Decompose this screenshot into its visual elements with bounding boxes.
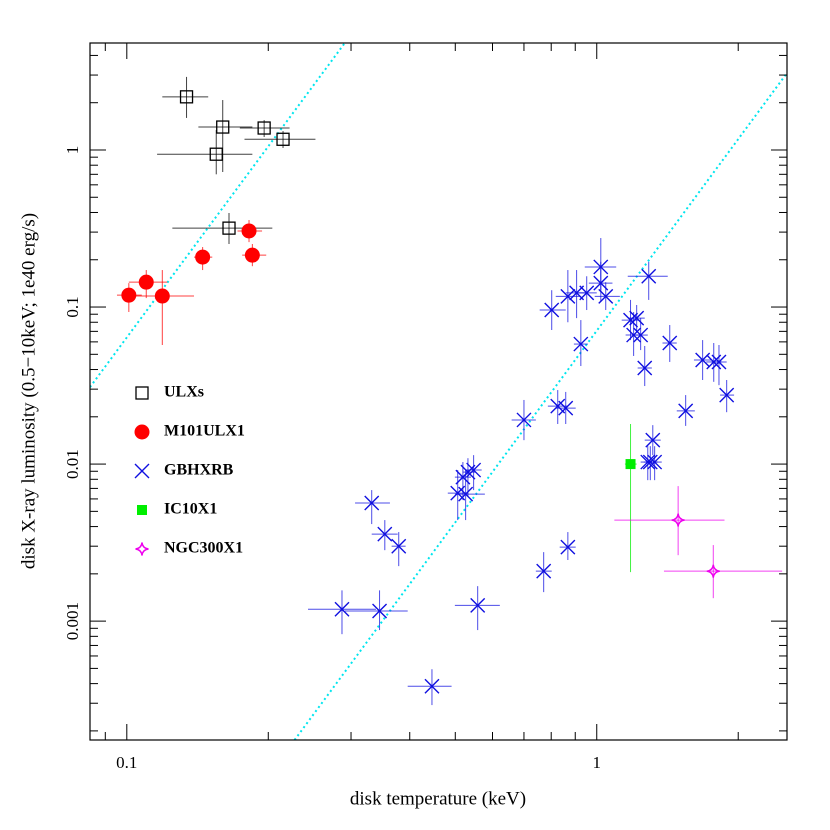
point — [257, 121, 271, 135]
model-line — [293, 72, 787, 740]
y-tick-label: 0.1 — [63, 296, 82, 317]
point — [706, 354, 722, 370]
point — [536, 563, 552, 579]
point — [711, 354, 727, 370]
legend-marker — [135, 386, 149, 400]
legend: ULXs M101ULX1 GBHXRB IC10X1 NGC300X1 — [134, 384, 245, 557]
legend-label: IC10X1 — [164, 501, 217, 518]
x-tick-label: 1 — [592, 753, 601, 772]
point — [241, 223, 257, 239]
point — [719, 387, 735, 403]
legend-marker — [134, 463, 150, 479]
point — [377, 526, 393, 542]
legend-label: M101ULX1 — [164, 423, 245, 440]
point — [678, 403, 694, 419]
point — [334, 601, 350, 617]
point — [640, 454, 656, 470]
point — [391, 538, 407, 554]
point — [633, 327, 649, 343]
point — [560, 539, 576, 555]
legend-marker — [137, 505, 147, 515]
point — [516, 412, 532, 428]
point — [466, 462, 482, 478]
legend-marker — [135, 542, 149, 556]
point — [372, 603, 388, 619]
point — [623, 312, 639, 328]
point — [470, 597, 486, 613]
point — [598, 288, 614, 304]
point — [195, 249, 211, 265]
y-tick-label: 1 — [63, 146, 82, 155]
point — [637, 360, 653, 376]
point — [671, 513, 685, 527]
point — [647, 454, 663, 470]
point — [642, 454, 658, 470]
point — [641, 268, 657, 284]
point — [222, 221, 236, 235]
point — [579, 285, 595, 301]
point — [364, 495, 380, 511]
point — [706, 564, 720, 578]
point — [625, 459, 636, 470]
point — [645, 432, 661, 448]
y-tick-label: 0.001 — [63, 602, 82, 640]
point — [573, 336, 589, 352]
point — [179, 90, 194, 104]
point — [593, 259, 609, 275]
x-tick-label: 0.1 — [116, 753, 137, 772]
point — [662, 335, 678, 351]
point — [560, 288, 576, 304]
model-line — [90, 43, 346, 388]
point — [626, 327, 642, 343]
y-axis-title: disk X-ray luminosity (0.5−10keV; 1e40 e… — [18, 213, 39, 569]
legend-label: ULXs — [164, 384, 204, 401]
point — [629, 310, 645, 326]
point — [424, 678, 440, 694]
plot-frame — [89, 42, 788, 741]
point — [558, 400, 574, 416]
point — [458, 486, 474, 502]
legend-marker — [134, 424, 150, 440]
point — [593, 275, 609, 291]
legend-label: NGC300X1 — [164, 540, 243, 557]
point — [544, 302, 560, 318]
point — [216, 120, 230, 134]
data-layer — [90, 43, 787, 740]
legend-label: GBHXRB — [164, 462, 234, 479]
point — [244, 247, 260, 263]
point — [154, 288, 170, 304]
point — [276, 132, 290, 146]
x-axis-title: disk temperature (keV) — [350, 788, 526, 809]
point — [138, 274, 154, 290]
point — [121, 287, 137, 303]
point — [460, 464, 476, 480]
y-tick-label: 0.01 — [63, 449, 82, 479]
point — [209, 147, 223, 161]
